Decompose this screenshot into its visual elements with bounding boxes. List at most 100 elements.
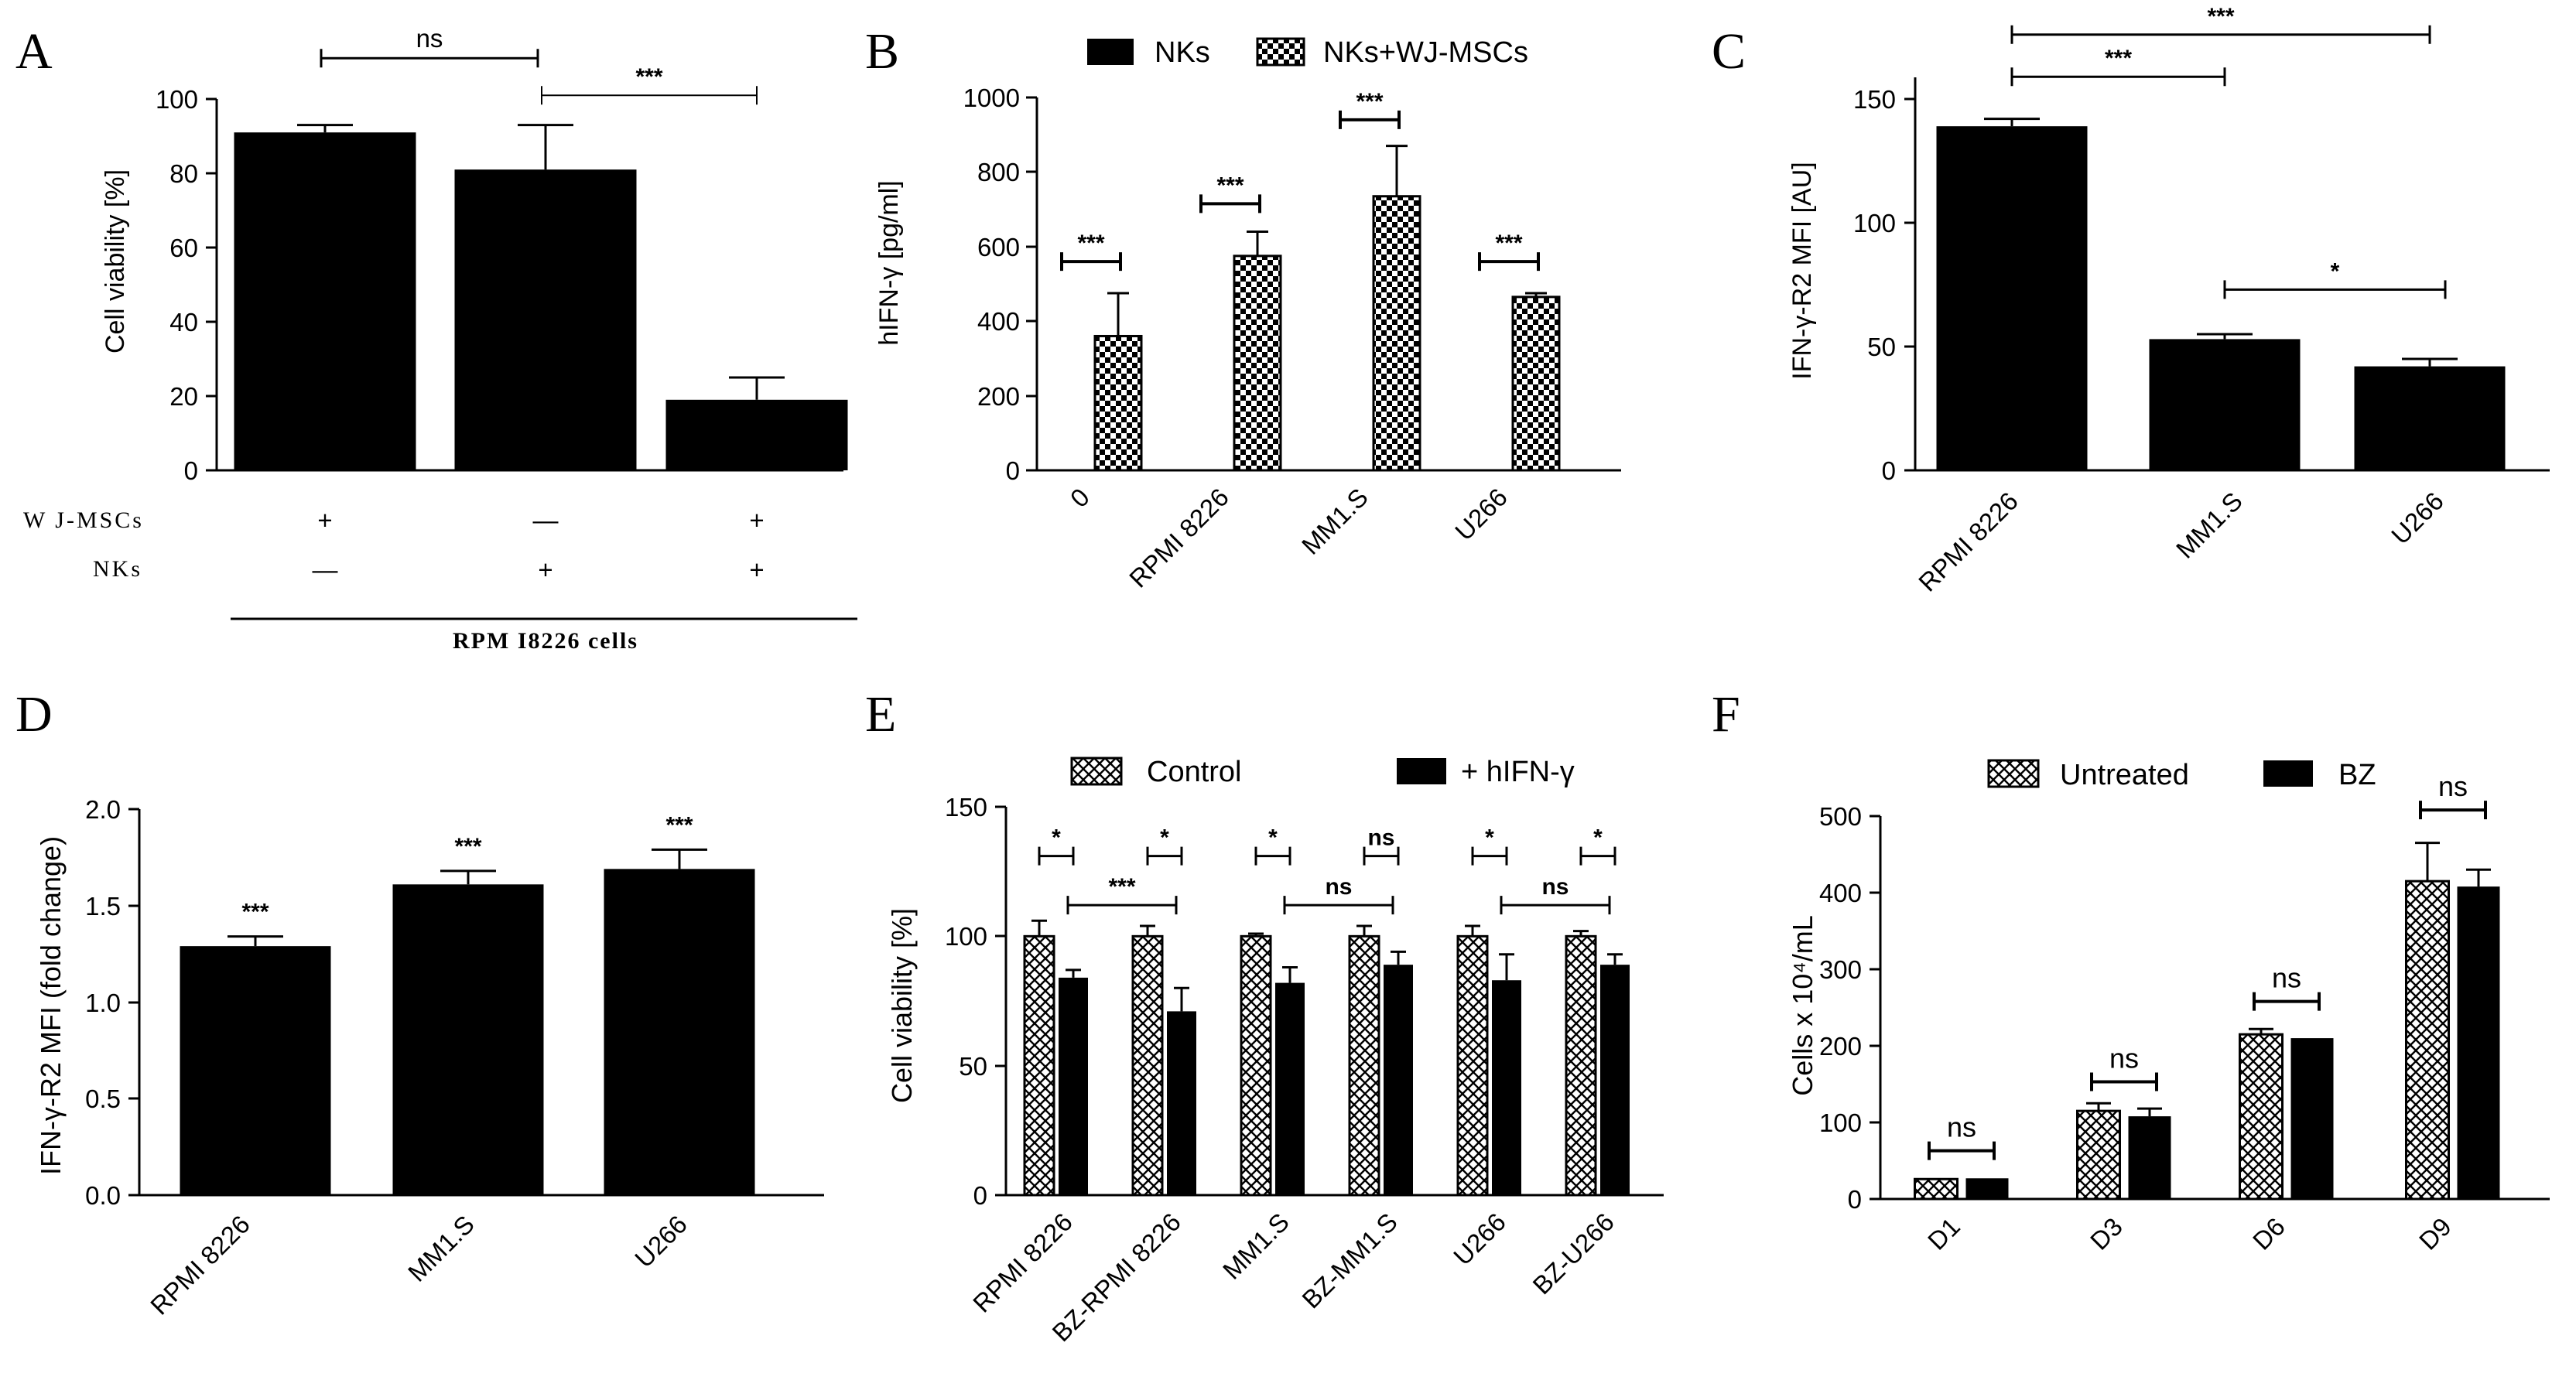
panel-e-error-bar <box>1248 932 1264 937</box>
panel-b-bar <box>1511 295 1561 472</box>
panel-e-x-tick: BZ-MM1.S <box>1296 1208 1403 1314</box>
panel-e-significance-label: ns <box>1367 825 1394 851</box>
panel-e-bar-control <box>1131 934 1164 1197</box>
panel-d-x-tick: RPMI 8226 <box>145 1210 255 1320</box>
panel-b-significance-bracket <box>1199 194 1261 213</box>
panel-f-legend-swatch <box>2263 760 2313 787</box>
panel-e-significance-bracket <box>1146 846 1183 866</box>
panel-b-y-tick: 0 <box>1006 456 1020 485</box>
panel-letter-e: E <box>865 686 896 743</box>
panel-d: D IFN-γ-R2 MFI (fold change) 0.0 0.5 1.0… <box>15 686 824 1320</box>
panel-b-legend-label: NKs <box>1155 36 1210 69</box>
panel-e-x-tick: BZ-U266 <box>1527 1208 1620 1300</box>
panel-e-bar-hifn <box>1059 977 1088 1195</box>
panel-a-bar <box>665 399 848 470</box>
panel-c-y-axis-label: IFN-γ-R2 MFI [AU] <box>1787 162 1817 379</box>
panel-f: F Untreated BZ Cells x 10⁴/mL 0 100 200 … <box>1712 686 2550 1255</box>
panel-e-legend-label: + hIFN-γ <box>1461 756 1575 788</box>
panel-b-y-tick: 600 <box>977 233 1020 261</box>
panel-f-significance-bracket <box>1928 1141 1996 1160</box>
panel-c-significance-bracket <box>2010 25 2431 44</box>
panel-c-x-tick: MM1.S <box>2171 487 2248 564</box>
panel-f-significance-label: ns <box>1947 1112 1976 1143</box>
panel-a-significance-bracket <box>541 86 758 105</box>
panel-a-condition-mark: + <box>317 506 332 535</box>
panel-letter-d: D <box>15 686 53 743</box>
panel-d-y-tick: 1.0 <box>85 989 121 1017</box>
panel-e-error-bar <box>1465 924 1480 937</box>
panel-b-x-tick: U266 <box>1449 483 1513 546</box>
panel-a-condition-label: W J-MSCs <box>23 507 144 533</box>
panel-d-y-axis-label: IFN-γ-R2 MFI (fold change) <box>35 836 67 1175</box>
panel-e-error-bar <box>1356 924 1372 937</box>
panel-e-significance-bracket <box>1363 846 1400 866</box>
panel-e-significance-bracket <box>1066 896 1178 915</box>
panel-e-significance-label: * <box>1485 825 1494 851</box>
panel-a-condition-mark: + <box>749 506 764 535</box>
panel-a-error-bar <box>518 124 573 170</box>
panel-b-error-bar <box>1525 292 1547 297</box>
panel-e-significance-label: * <box>1160 825 1169 851</box>
panel-b-legend-label: NKs+WJ-MSCs <box>1323 36 1528 69</box>
panel-a-y-tick: 40 <box>169 308 198 336</box>
panel-a-condition-label: NKs <box>93 556 142 582</box>
panel-e-significance-bracket <box>1471 846 1508 866</box>
panel-f-significance-bracket <box>2253 992 2321 1011</box>
panel-c-y-tick: 50 <box>1867 333 1896 361</box>
panel-f-bar-bz <box>1965 1178 2009 1199</box>
panel-f-bar-untreated <box>2405 880 2450 1201</box>
panel-a-y-tick: 80 <box>169 159 198 188</box>
panel-c-x-tick: U266 <box>2386 487 2449 550</box>
panel-c-error-bar <box>2197 333 2253 340</box>
panel-a-significance-bracket <box>320 49 539 68</box>
panel-c: C IFN-γ-R2 MFI [AU] 0 50 100 150 *** ***… <box>1712 4 2550 597</box>
panel-a-y-axis-label: Cell viability [%] <box>101 169 130 354</box>
panel-e-y-tick: 0 <box>973 1181 987 1210</box>
panel-b-significance-label: *** <box>1356 89 1383 114</box>
panel-f-bar-untreated <box>1914 1177 1959 1201</box>
panel-e-x-tick: MM1.S <box>1217 1208 1295 1285</box>
panel-b-legend-swatch <box>1087 39 1134 65</box>
panel-a-y-tick: 0 <box>184 456 198 485</box>
panel-c-y-tick: 0 <box>1882 456 1896 485</box>
panel-b-significance-bracket <box>1339 110 1401 129</box>
panel-f-significance-label: ns <box>2438 770 2468 802</box>
panel-d-y-axis <box>128 808 141 1197</box>
panel-e-error-bar <box>1140 924 1155 937</box>
panel-f-y-tick: 400 <box>1819 879 1862 907</box>
panel-e-y-axis-label: Cell viability [%] <box>886 908 918 1103</box>
panel-e-y-tick: 50 <box>959 1052 987 1081</box>
panel-e-error-bar <box>1607 953 1623 965</box>
panel-b-significance-label: *** <box>1077 231 1104 256</box>
panel-e-bar-hifn <box>1384 965 1413 1195</box>
panel-f-x-tick: D6 <box>2247 1212 2290 1255</box>
panel-e-significance-bracket <box>1283 896 1394 915</box>
panel-a-bar <box>234 132 416 470</box>
panel-f-legend-label: BZ <box>2338 759 2376 791</box>
panel-e: E Control + hIFN-γ Cell viability [%] 0 … <box>865 686 1664 1347</box>
panel-c-significance-label: * <box>2331 258 2340 284</box>
panel-letter-b: B <box>865 23 899 80</box>
panel-f-y-tick: 300 <box>1819 955 1862 984</box>
panel-f-error-bar <box>2137 1107 2162 1117</box>
panel-d-error-bar <box>440 869 496 885</box>
panel-a-condition-mark: + <box>538 555 552 584</box>
panel-f-legend-label: Untreated <box>2060 759 2189 791</box>
panel-f-y-axis <box>1870 815 1882 1201</box>
panel-b-x-tick: RPMI 8226 <box>1124 483 1234 593</box>
panel-f-bar-untreated <box>2239 1033 2284 1201</box>
panel-a-bar <box>454 169 637 470</box>
panel-a-condition-mark: — <box>313 555 338 584</box>
panel-f-legend-swatch <box>1987 759 2040 788</box>
panel-e-significance-label: *** <box>1108 874 1135 900</box>
panel-f-error-bar <box>2249 1027 2273 1035</box>
panel-d-significance-label: *** <box>241 900 269 925</box>
panel-b: B NKs NKs+WJ-MSCs hIFN-γ [pg/ml] 0 200 4… <box>865 23 1621 593</box>
panel-f-bar-untreated <box>2076 1109 2121 1201</box>
panel-f-y-tick: 0 <box>1848 1185 1862 1214</box>
panel-f-significance-bracket <box>2090 1072 2158 1091</box>
panel-c-significance-label: *** <box>2105 46 2132 71</box>
panel-b-y-axis-label: hIFN-γ [pg/ml] <box>874 180 904 345</box>
panel-e-significance-bracket <box>1579 846 1616 866</box>
panel-c-significance-bracket <box>2223 280 2447 299</box>
